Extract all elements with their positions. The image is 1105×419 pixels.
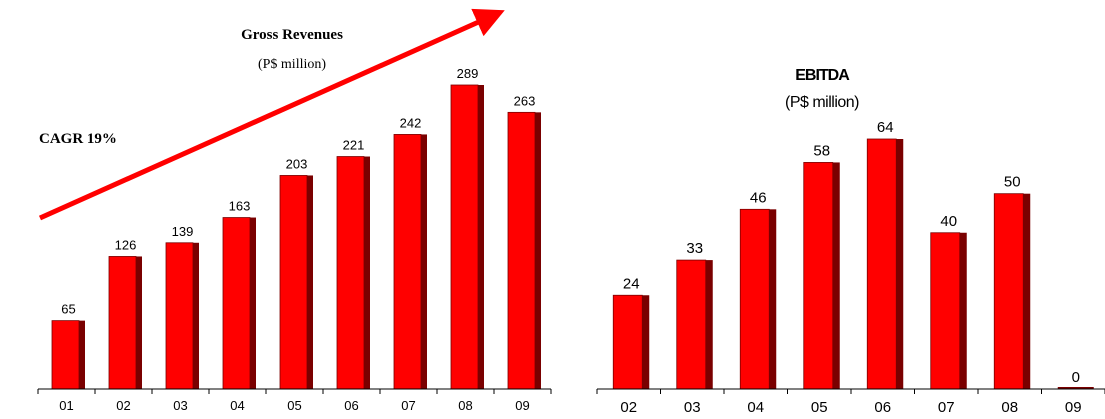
revenues-tick-label: 08 [458, 398, 472, 413]
revenues-bar-side [421, 134, 427, 389]
ebitda-bar-front [612, 294, 643, 390]
revenues-bar: 289 [450, 66, 484, 390]
revenues-bar: 163 [222, 199, 256, 390]
revenues-bar-side [136, 256, 142, 389]
revenues-bar-side [364, 156, 370, 389]
ebitda-tick-label: 09 [1065, 399, 1082, 416]
ebitda-bar-front [803, 162, 834, 390]
revenues-data-label: 242 [400, 115, 422, 130]
revenues-bar-front [279, 175, 308, 390]
revenues-bar-front [393, 134, 422, 390]
ebitda-chart-subtitle: (P$ million) [785, 94, 859, 111]
ebitda-data-label: 0 [1072, 369, 1080, 386]
revenues-tick-label: 04 [230, 398, 244, 413]
ebitda-tick-label: 02 [620, 399, 637, 416]
revenues-bar-side [535, 112, 541, 389]
revenues-data-label: 221 [343, 138, 365, 153]
revenues-bar: 65 [51, 302, 85, 390]
revenues-bar-side [79, 320, 85, 389]
revenues-tick-label: 09 [515, 398, 529, 413]
ebitda-data-label: 24 [623, 275, 640, 292]
ebitda-tick-label: 07 [938, 399, 955, 416]
ebitda-chart: EBITDA (P$ million) 24 33 46 58 64 40 50 0 02 03… [596, 67, 1105, 416]
revenues-data-label: 126 [115, 237, 137, 252]
ebitda-bar-side [832, 162, 840, 389]
revenues-tick-label: 03 [173, 398, 187, 413]
ebitda-bar-front [739, 208, 770, 390]
ebitda-tick-label: 08 [1001, 399, 1018, 416]
revenues-bar: 139 [165, 224, 199, 390]
ebitda-bar-side [642, 295, 650, 389]
revenues-bar-front [108, 256, 137, 390]
revenues-tick-label: 05 [287, 398, 301, 413]
revenues-chart-subtitle: (P$ million) [258, 57, 326, 72]
revenues-chart-title: Gross Revenues [241, 27, 343, 43]
cagr-annotation: CAGR 19% [39, 131, 117, 147]
ebitda-bar-side [705, 260, 713, 389]
ebitda-tick-label: 05 [811, 399, 828, 416]
ebitda-data-label: 40 [940, 213, 957, 230]
revenues-data-label: 163 [229, 199, 251, 214]
revenues-bar-front [51, 320, 80, 390]
ebitda-data-label: 58 [813, 142, 830, 159]
revenues-data-label: 203 [286, 156, 308, 171]
revenues-tick-label: 06 [344, 398, 358, 413]
revenues-x-axis: 01 02 03 04 05 06 07 08 09 [37, 388, 552, 413]
cagr-trend-arrow [38, 8, 505, 221]
ebitda-data-label: 46 [750, 189, 767, 206]
revenues-tick-label: 01 [59, 398, 73, 413]
ebitda-bar: 0 [1057, 369, 1094, 389]
ebitda-bar-side [896, 139, 904, 389]
revenues-bar: 126 [108, 237, 142, 390]
ebitda-tick-label: 06 [874, 399, 891, 416]
revenues-bar-side [193, 242, 199, 389]
gross-revenues-chart: Gross Revenues (P$ million) CAGR 19% 65 1… [37, 8, 552, 413]
ebitda-bar-front [676, 259, 707, 390]
ebitda-bar: 50 [993, 174, 1031, 390]
ebitda-tick-label: 04 [747, 399, 764, 416]
revenues-bar-side [478, 85, 484, 389]
ebitda-bar-front [993, 193, 1024, 390]
revenues-bar-side [307, 175, 313, 389]
revenues-data-label: 263 [514, 93, 536, 108]
revenues-bar: 263 [507, 93, 541, 390]
ebitda-bar: 33 [676, 240, 713, 390]
revenues-bars: 65 126 139 163 203 221 242 289 263 [51, 66, 541, 390]
revenues-bar: 242 [393, 115, 427, 390]
ebitda-bar: 24 [612, 275, 650, 390]
revenues-data-label: 65 [61, 302, 75, 317]
ebitda-bar: 40 [930, 213, 967, 390]
ebitda-bar-side [959, 232, 967, 389]
revenues-bar-front [222, 217, 251, 390]
revenues-bar: 203 [279, 156, 313, 390]
revenues-bar: 221 [336, 138, 370, 390]
revenues-data-label: 289 [457, 66, 479, 81]
ebitda-bars: 24 33 46 58 64 40 50 0 [612, 119, 1094, 390]
ebitda-bar: 64 [866, 119, 904, 390]
revenues-bar-front [165, 242, 194, 390]
revenues-bar-side [250, 217, 256, 389]
revenues-bar-front [336, 156, 365, 390]
ebitda-data-label: 64 [877, 119, 894, 136]
ebitda-x-axis: 02 03 04 05 06 07 08 09 [596, 388, 1105, 416]
ebitda-chart-title: EBITDA [795, 67, 850, 84]
revenues-data-label: 139 [172, 224, 194, 239]
ebitda-data-label: 50 [1004, 174, 1021, 191]
ebitda-bar: 46 [739, 189, 777, 390]
ebitda-tick-label: 03 [684, 399, 701, 416]
revenues-bar-front [507, 111, 536, 390]
ebitda-bar-side [769, 209, 777, 389]
ebitda-bar-side [1023, 193, 1031, 389]
ebitda-bar-front [866, 138, 897, 390]
ebitda-data-label: 33 [686, 240, 703, 257]
ebitda-bar-front [930, 232, 961, 390]
revenues-tick-label: 02 [116, 398, 130, 413]
ebitda-bar: 58 [803, 142, 840, 390]
revenues-tick-label: 07 [401, 398, 415, 413]
revenues-bar-front [450, 84, 479, 390]
